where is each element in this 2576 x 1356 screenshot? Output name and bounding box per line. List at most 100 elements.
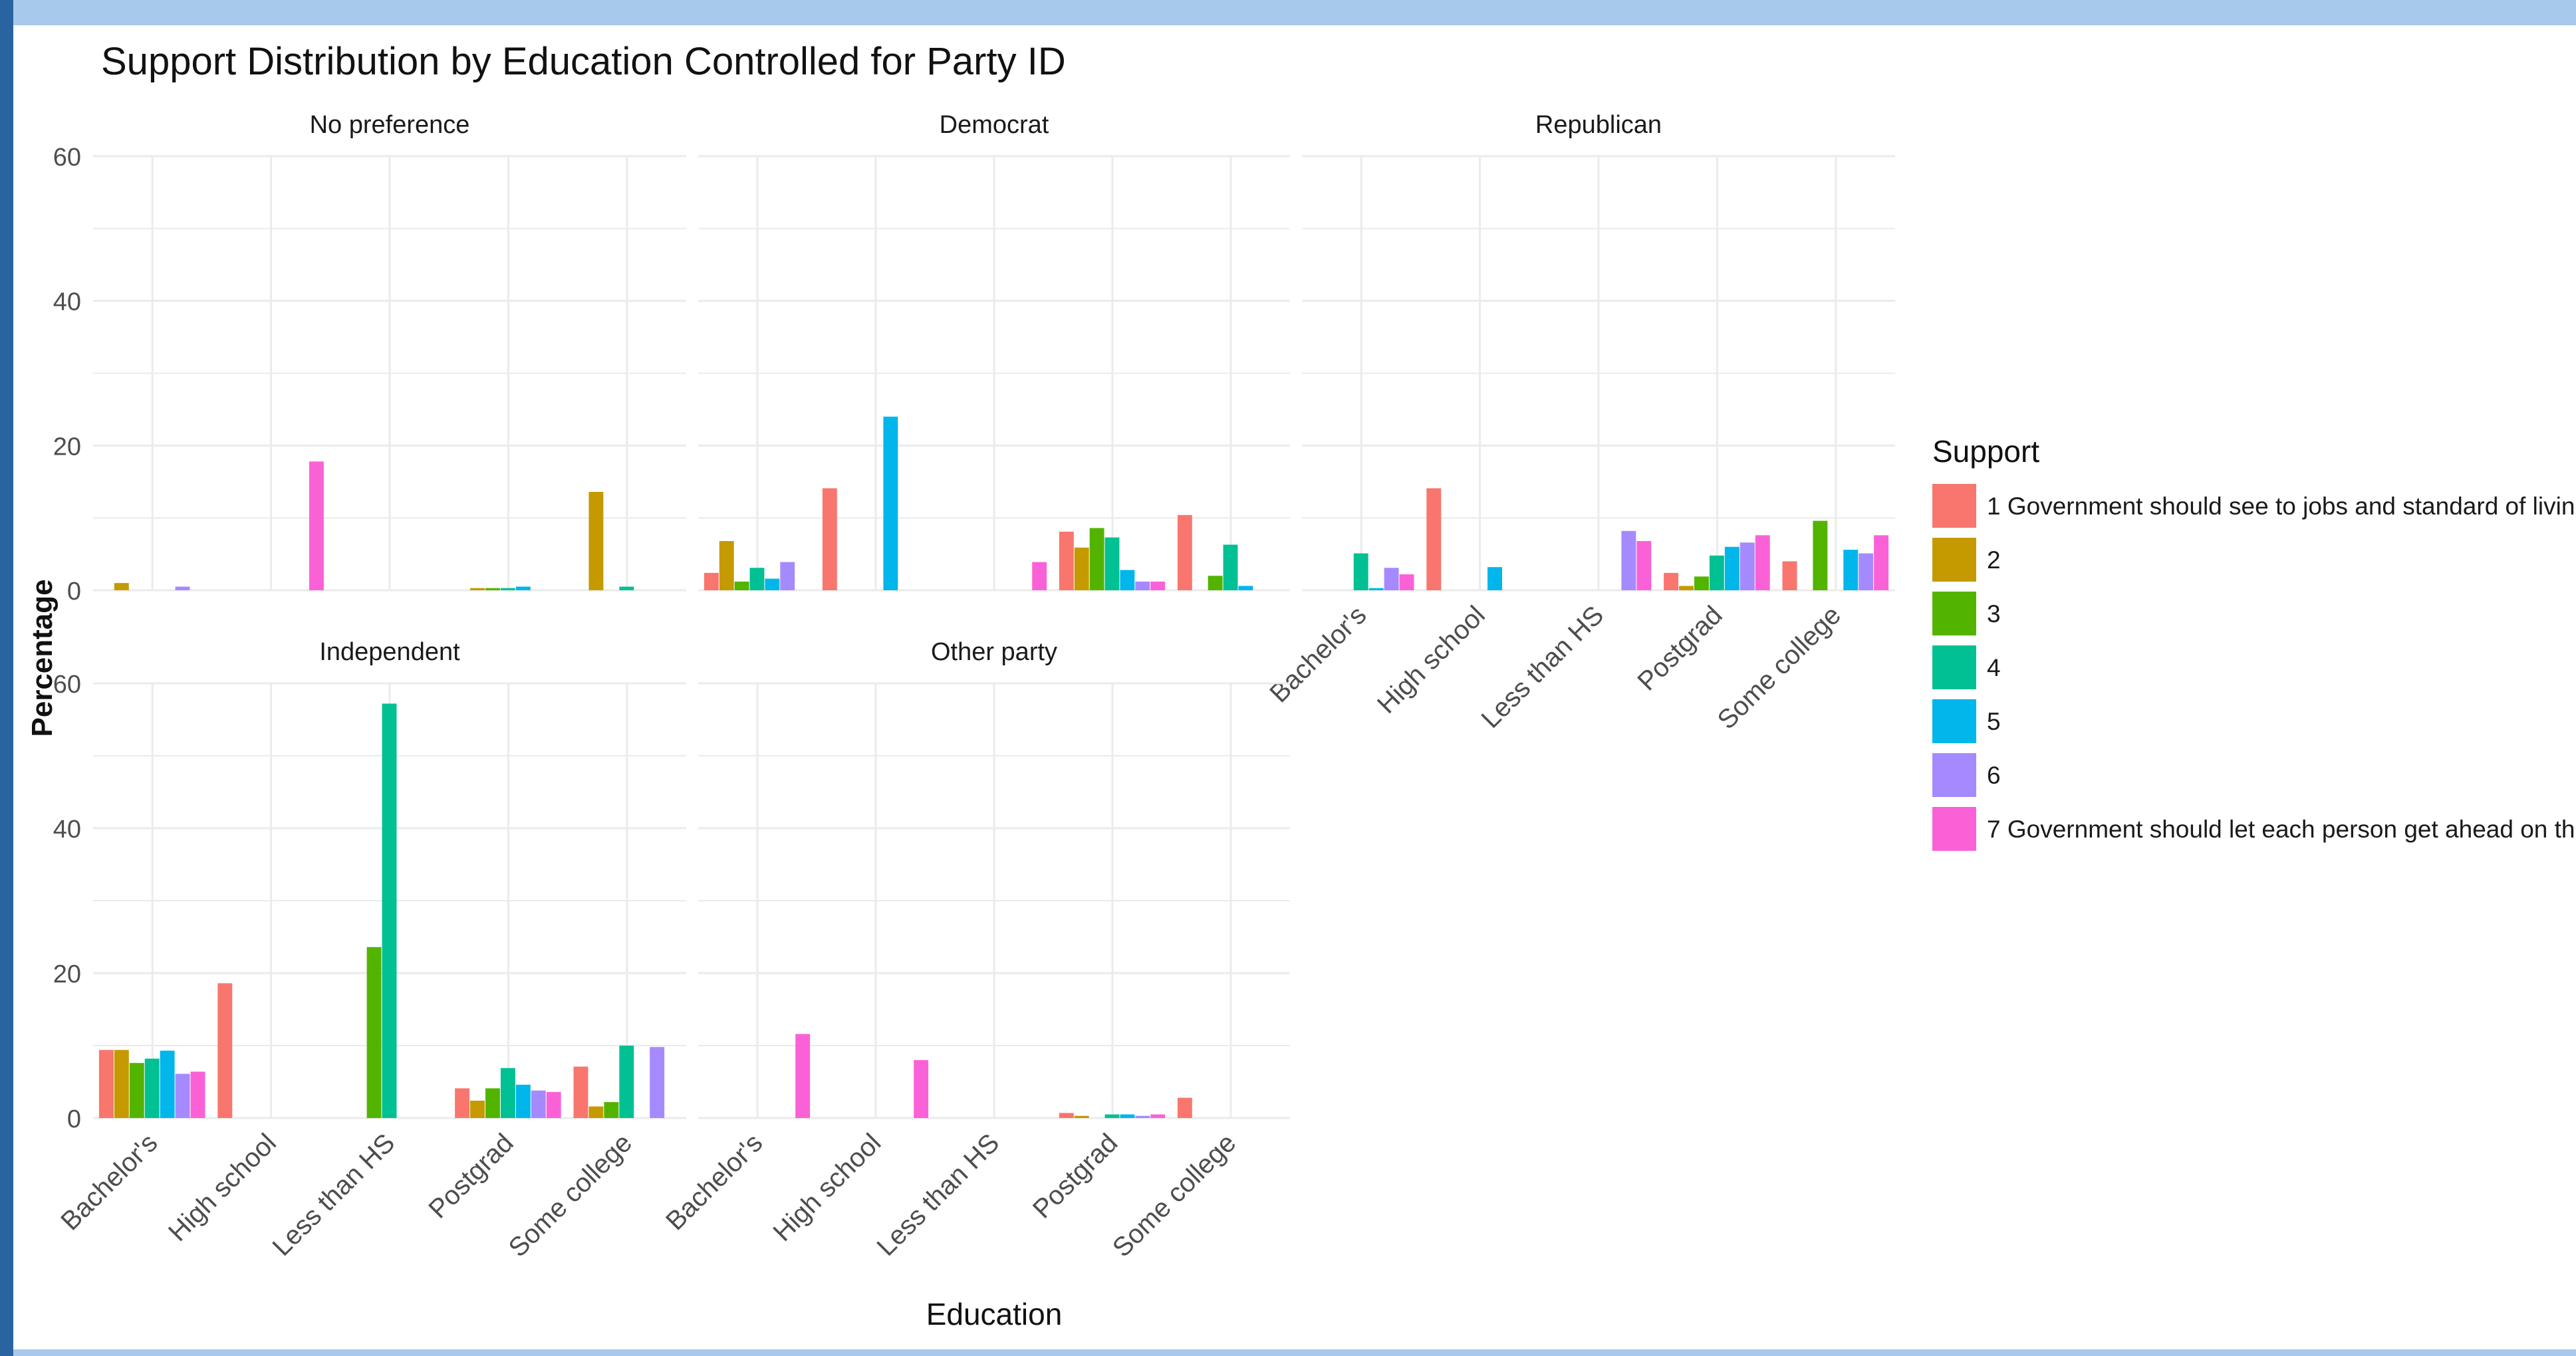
facet-strip-label: Democrat [940,111,1049,139]
bar [1426,488,1442,590]
legend-label: 3 [1987,600,2001,627]
bar [1059,531,1074,590]
bar [883,416,898,590]
bar [1238,586,1253,590]
y-tick-label: 60 [53,671,81,699]
bar [650,1047,665,1118]
legend-key [1932,699,1976,743]
bar [1074,1115,1089,1118]
bar [1399,574,1414,590]
bar [98,1050,114,1118]
legend-key [1932,753,1976,797]
legend-items: 1 Government should see to jobs and stan… [1932,484,2576,851]
legend-label: 1 Government should see to jobs and stan… [1987,493,2576,520]
bar [1679,586,1694,590]
bar [719,540,734,590]
bar [780,562,795,590]
legend-key [1932,645,1976,689]
bar [190,1072,205,1118]
bar [175,586,190,590]
bar [129,1063,144,1118]
legend-label: 7 Government should let each person get … [1987,816,2576,843]
bar [1177,1097,1192,1118]
bar [1782,561,1797,590]
bar [1384,568,1399,590]
panel: Democrat [698,111,1290,592]
bar [1120,570,1135,590]
bar [515,586,531,590]
y-tick-label: 40 [53,816,81,844]
bar [1859,553,1874,590]
window-top-border [0,0,2576,25]
legend-key [1932,807,1976,851]
bar [619,586,634,590]
bar [1150,581,1166,590]
legend-key [1932,592,1976,635]
bar [1135,1115,1150,1118]
bar [114,583,129,590]
bar [1874,535,1889,590]
bar [1150,1114,1166,1118]
legend: Support 1 Government should see to jobs … [1932,434,2576,851]
bar [1709,555,1724,590]
bar [1074,547,1089,590]
legend-label: 2 [1987,546,2001,574]
bar [1813,520,1828,590]
bar [175,1074,190,1118]
bar [470,1100,485,1118]
facet-strip-label: No preference [310,111,470,139]
bar [485,588,500,590]
legend-key [1932,484,1976,528]
bar [795,1034,811,1118]
bar [470,588,485,590]
x-axis-label: Education [926,1297,1063,1331]
bar [704,572,719,590]
chart-title: Support Distribution by Education Contro… [101,40,1066,83]
window-left-bar [0,0,13,1356]
bar [531,1090,546,1118]
y-tick-label: 60 [53,144,81,171]
y-tick-label: 20 [53,960,81,988]
bar [1636,540,1652,590]
bar [1368,588,1384,590]
bar [500,588,515,590]
bar [1487,567,1503,590]
bar [1104,1114,1120,1118]
bar [1120,1114,1135,1118]
bar [485,1088,500,1118]
bar [734,581,749,590]
bar [822,488,837,590]
y-tick-label: 20 [53,433,81,461]
bar [1223,544,1238,590]
facet-strip-label: Republican [1535,111,1662,139]
bar [515,1084,531,1118]
bar [546,1091,561,1118]
panel: No preference 0 20 40 60 [53,111,686,606]
bar [455,1088,470,1118]
bar [500,1068,515,1118]
bar [382,703,397,1118]
bar [1755,535,1770,590]
y-axis-label: Percentage [26,579,59,736]
legend-label: 4 [1987,654,2001,681]
y-tick-label: 40 [53,288,81,316]
bar [160,1050,175,1118]
bar [1694,576,1709,590]
bar [114,1050,129,1118]
bar [1208,576,1223,590]
bar [144,1058,160,1118]
legend-label: 5 [1987,708,2001,735]
legend-title: Support [1932,434,2039,469]
bar [914,1060,929,1118]
bar [1739,542,1755,590]
y-tick-label: 0 [67,578,81,606]
bar [1135,581,1150,590]
bar [1177,514,1192,590]
bar [309,461,324,590]
bar [765,578,780,590]
bar [1353,553,1368,590]
facet-strip-label: Other party [931,638,1057,666]
bar [1104,537,1120,590]
facet-strip-label: Independent [319,638,460,666]
bar [1621,530,1636,590]
